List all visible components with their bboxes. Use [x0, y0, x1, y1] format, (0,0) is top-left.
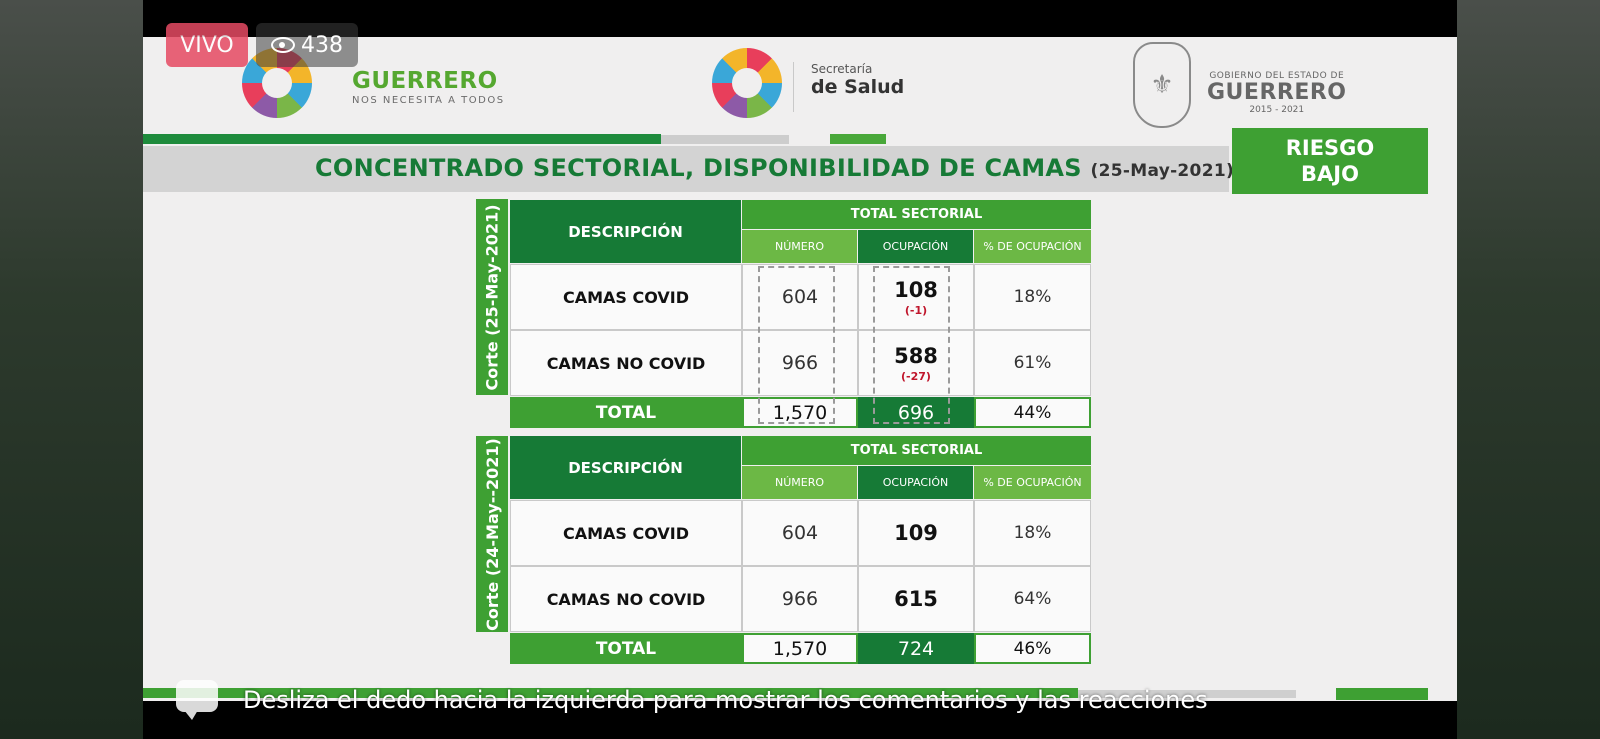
ocupacion-delta: (-1) [904, 303, 928, 317]
header-numero: NÚMERO [742, 230, 857, 263]
progress-bar-gray [661, 135, 789, 144]
gob-line3: 2015 - 2021 [1249, 105, 1305, 115]
corte-label: Corte (24-May--2021) [476, 436, 508, 632]
bottom-progress-green-small [1336, 688, 1428, 700]
progress-bar-green [143, 134, 661, 144]
gob-line2: GUERRERO [1207, 80, 1347, 105]
brand-tagline: NOS NECESITA A TODOS [352, 95, 505, 106]
eye-icon [271, 37, 295, 53]
header-pct-ocupacion: % DE OCUPACIÓN [974, 230, 1091, 263]
corte-label: Corte (25-May-2021) [476, 199, 508, 395]
viewer-count-value: 438 [301, 32, 343, 58]
gob-line1: GOBIERNO DEL ESTADO DE [1209, 71, 1345, 81]
row-label: CAMAS NO COVID [510, 330, 742, 396]
row-numero: 604 [742, 264, 858, 330]
header-ocupacion: OCUPACIÓN [858, 466, 973, 499]
salud-big: de Salud [811, 76, 905, 98]
total-ocupacion: 724 [858, 633, 974, 664]
row-label: CAMAS NO COVID [510, 566, 742, 632]
row-ocupacion: 615 [858, 566, 974, 632]
left-blurred-background [0, 0, 143, 739]
swipe-hint-caption: Desliza el dedo hacia la izquierda para … [243, 686, 1208, 714]
salud-logo-icon [712, 48, 782, 118]
riesgo-line1: RIESGO [1285, 136, 1375, 160]
row-numero: 966 [742, 566, 858, 632]
header-total-sectorial: TOTAL SECTORIAL [742, 200, 1091, 229]
highlight-ocupacion-dashed [873, 266, 950, 424]
bottom-progress-green [143, 688, 1078, 698]
slide-title-date: (25-May-2021) [1090, 161, 1235, 181]
guerrero-logo-icon [242, 48, 312, 118]
logo-divider [793, 62, 794, 112]
row-pct: 64% [974, 566, 1091, 632]
comment-bubble-icon[interactable] [176, 680, 218, 720]
header-ocupacion: OCUPACIÓN [858, 230, 973, 263]
total-pct: 44% [974, 397, 1091, 428]
bottom-progress-gray [1078, 690, 1296, 698]
header-total-sectorial: TOTAL SECTORIAL [742, 436, 1091, 465]
header-descripcion: DESCRIPCIÓN [510, 200, 741, 263]
ocupacion-value: 588 [894, 343, 938, 368]
header-pct-ocupacion: % DE OCUPACIÓN [974, 466, 1091, 499]
live-badge: VIVO [166, 23, 248, 67]
right-blurred-background [1457, 0, 1600, 739]
row-pct: 18% [974, 500, 1091, 566]
row-pct: 61% [974, 330, 1091, 396]
row-pct: 18% [974, 264, 1091, 330]
riesgo-badge: RIESGO BAJO [1232, 128, 1428, 194]
progress-bar-green-small [830, 134, 886, 144]
total-pct: 46% [974, 633, 1091, 664]
guerrero-brand: GUERRERO NOS NECESITA A TODOS [352, 68, 505, 106]
slide-title: CONCENTRADO SECTORIAL, DISPONIBILIDAD DE… [315, 154, 1234, 182]
ocupacion-value: 108 [894, 277, 938, 302]
secretaria-salud: Secretaría de Salud [811, 62, 904, 98]
row-ocupacion: 108 (-1) [858, 264, 974, 330]
row-ocupacion: 588 (-27) [858, 330, 974, 396]
header-numero: NÚMERO [742, 466, 857, 499]
row-ocupacion: 109 [858, 500, 974, 566]
row-label: CAMAS COVID [510, 264, 742, 330]
salud-small: Secretaría [811, 62, 873, 76]
total-numero: 1,570 [742, 633, 858, 664]
gobierno-logo: GOBIERNO DEL ESTADO DE GUERRERO 2015 - 2… [1207, 71, 1347, 115]
riesgo-line2: BAJO [1301, 162, 1359, 186]
highlight-numero-dashed [758, 266, 835, 424]
state-crest-icon: ⚜ [1133, 42, 1191, 128]
total-label: TOTAL [510, 633, 742, 664]
viewer-count[interactable]: 438 [256, 23, 358, 67]
brand-name: GUERRERO [352, 68, 498, 94]
total-label: TOTAL [510, 397, 742, 428]
row-numero: 604 [742, 500, 858, 566]
header-descripcion: DESCRIPCIÓN [510, 436, 741, 499]
ocupacion-delta: (-27) [901, 369, 931, 383]
row-numero: 966 [742, 330, 858, 396]
slide-title-text: CONCENTRADO SECTORIAL, DISPONIBILIDAD DE… [315, 154, 1082, 182]
row-label: CAMAS COVID [510, 500, 742, 566]
title-band [143, 146, 1229, 192]
total-numero: 1,570 [742, 397, 858, 428]
